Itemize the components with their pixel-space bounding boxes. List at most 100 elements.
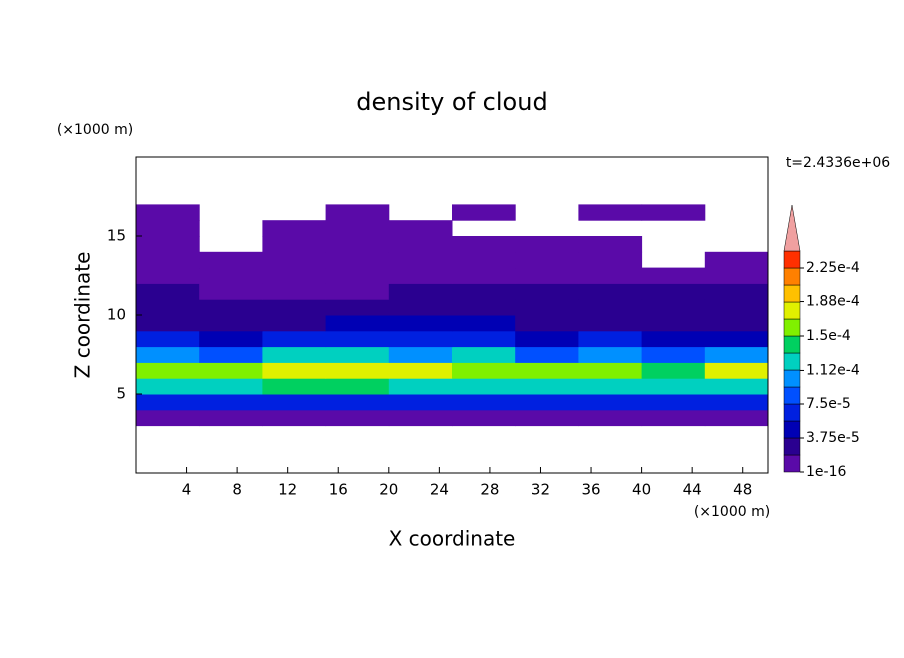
contour-cell bbox=[262, 409, 327, 427]
contour-cell bbox=[262, 220, 327, 237]
contour-cell bbox=[199, 394, 263, 411]
colorbar-label: 2.25e-4 bbox=[806, 260, 860, 276]
contour-cell bbox=[388, 394, 453, 411]
contour-cell bbox=[325, 378, 390, 395]
contour-cell bbox=[325, 315, 390, 332]
colorbar-box bbox=[783, 250, 801, 269]
contour-cell bbox=[641, 362, 706, 379]
contour-cell bbox=[515, 283, 579, 300]
contour-cell bbox=[136, 299, 200, 316]
contour-cell bbox=[199, 346, 263, 363]
x-tick-label: 12 bbox=[278, 481, 297, 499]
x-tick-label: 8 bbox=[232, 481, 242, 499]
contour-cell bbox=[515, 409, 579, 427]
contour-cell bbox=[325, 299, 390, 316]
contour-cell bbox=[452, 267, 516, 284]
contour-cell bbox=[262, 283, 327, 300]
contour-cell bbox=[452, 283, 516, 300]
contour-cell bbox=[199, 362, 263, 379]
colorbar-box bbox=[783, 437, 801, 456]
y-tick-label: 15 bbox=[107, 227, 126, 245]
contour-cell bbox=[262, 378, 327, 395]
contour-cell bbox=[704, 394, 769, 411]
contour-cell bbox=[515, 236, 579, 253]
contour-cell bbox=[452, 362, 516, 379]
contour-cell bbox=[388, 299, 453, 316]
contour-cell bbox=[452, 236, 516, 253]
contour-cell bbox=[704, 267, 769, 284]
contour-cell bbox=[325, 251, 390, 269]
contour-cell bbox=[136, 267, 200, 284]
contour-cell bbox=[452, 378, 516, 395]
colorbar-box bbox=[783, 352, 801, 371]
y-tick-label: 5 bbox=[116, 385, 126, 403]
colorbar-box bbox=[783, 284, 801, 303]
colorbar-label: 7.5e-5 bbox=[806, 396, 851, 412]
colorbar-box bbox=[783, 318, 801, 337]
colorbar-box bbox=[783, 267, 801, 286]
contour-cell bbox=[452, 409, 516, 427]
contour-cell bbox=[578, 362, 643, 379]
colorbar-box bbox=[783, 335, 801, 354]
contour-cell bbox=[578, 378, 643, 395]
contour-cell bbox=[136, 204, 200, 221]
colorbar-label: 1e-16 bbox=[806, 464, 846, 480]
contour-cell bbox=[515, 378, 579, 395]
contour-cell bbox=[388, 346, 453, 363]
contour-cell bbox=[388, 283, 453, 300]
contour-cell bbox=[136, 315, 200, 332]
contour-cell bbox=[578, 251, 643, 269]
contour-cell bbox=[704, 346, 769, 363]
contour-cell bbox=[136, 378, 200, 395]
contour-cell bbox=[388, 251, 453, 269]
contour-cell bbox=[136, 220, 200, 237]
contour-cell bbox=[641, 267, 706, 284]
contour-cell bbox=[578, 394, 643, 411]
contour-cell bbox=[704, 251, 769, 269]
contour-cell bbox=[452, 330, 516, 348]
contour-cell bbox=[325, 362, 390, 379]
contour-cell bbox=[325, 346, 390, 363]
contour-cell bbox=[388, 409, 453, 427]
x-tick-label: 44 bbox=[683, 481, 702, 499]
contour-cell bbox=[578, 299, 643, 316]
contour-cell bbox=[515, 330, 579, 348]
x-tick-label: 16 bbox=[329, 481, 348, 499]
contour-cell bbox=[262, 315, 327, 332]
contour-cell bbox=[388, 330, 453, 348]
contour-cell bbox=[325, 330, 390, 348]
contour-cell bbox=[136, 409, 200, 427]
contour-cell bbox=[262, 267, 327, 284]
contour-cell bbox=[452, 315, 516, 332]
colorbar-label: 3.75e-5 bbox=[806, 430, 860, 446]
contour-cell bbox=[136, 394, 200, 411]
contour-cell bbox=[199, 378, 263, 395]
contour-cell bbox=[704, 362, 769, 379]
contour-cell bbox=[388, 236, 453, 253]
contour-cell bbox=[515, 346, 579, 363]
contour-cell bbox=[452, 204, 516, 221]
colorbar-box bbox=[783, 369, 801, 388]
contour-cell bbox=[641, 409, 706, 427]
x-axis-label: X coordinate bbox=[389, 527, 516, 551]
contour-cell bbox=[325, 267, 390, 284]
contour-cell bbox=[388, 362, 453, 379]
contour-cell bbox=[199, 267, 263, 284]
contour-cell bbox=[641, 299, 706, 316]
contour-cell bbox=[136, 283, 200, 300]
contour-cell bbox=[515, 315, 579, 332]
contour-cell bbox=[704, 409, 769, 427]
contour-cell bbox=[578, 346, 643, 363]
contour-cell bbox=[641, 330, 706, 348]
contour-cell bbox=[452, 299, 516, 316]
contour-cell bbox=[325, 220, 390, 237]
contour-cell bbox=[641, 394, 706, 411]
contour-cell bbox=[452, 394, 516, 411]
contour-cell bbox=[199, 409, 263, 427]
contour-cell bbox=[262, 236, 327, 253]
contour-cell bbox=[199, 251, 263, 269]
colorbar-label: 1.88e-4 bbox=[806, 294, 860, 310]
contour-cell bbox=[199, 283, 263, 300]
contour-cell bbox=[704, 283, 769, 300]
